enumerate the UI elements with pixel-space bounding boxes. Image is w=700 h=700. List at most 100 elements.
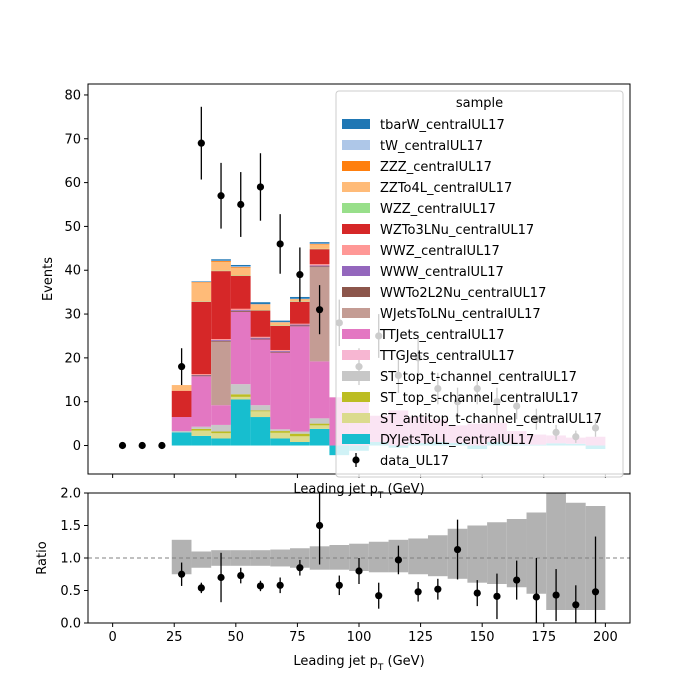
data-point <box>197 139 205 147</box>
legend-swatch <box>342 140 370 150</box>
ratio-x-tick-label: 25 <box>166 630 183 645</box>
legend-label: ZZTo4L_centralUL17 <box>380 181 512 196</box>
ratio-point <box>315 521 324 530</box>
ratio-point <box>591 588 600 596</box>
legend-swatch <box>342 182 370 192</box>
ratio-y-tick-label: 0.5 <box>60 584 81 599</box>
stack-bar-10-bin-6 <box>290 301 310 324</box>
stack-bar-3-bin-5 <box>270 429 291 432</box>
legend-swatch <box>342 413 370 423</box>
legend-data-marker <box>352 456 360 464</box>
legend-label: ST_top_t-channel_centralUL17 <box>380 370 577 385</box>
stack-bar-2-bin-4 <box>250 410 271 412</box>
legend-label: TTJets_centralUL17 <box>379 328 505 343</box>
legend-label: WWZ_centralUL17 <box>380 244 500 259</box>
y-tick-label: 0 <box>73 439 81 454</box>
stack-bar-9-bin-4 <box>250 336 271 338</box>
y-tick-label: 20 <box>64 351 81 366</box>
stack-bar-15-bin-3 <box>230 264 251 267</box>
stack-bar-13-bin-2 <box>211 261 231 262</box>
data-point <box>138 441 146 450</box>
legend-swatch <box>342 434 370 444</box>
legend-label: ST_top_s-channel_centralUL17 <box>380 391 579 406</box>
ratio-y-tick-label: 1.5 <box>60 519 81 534</box>
legend-swatch <box>342 245 370 255</box>
ratio-point <box>335 581 343 589</box>
ratio-band-bin <box>191 551 212 568</box>
stack-bar-12-bin-7 <box>309 244 330 249</box>
stack-bar-12-bin-0 <box>171 385 192 391</box>
ratio-x-axis-label: Leading jet pT (GeV) <box>293 654 424 673</box>
legend: sample tbarW_centralUL17 tW_centralUL17 ZZ… <box>335 90 624 478</box>
stack-bar-10-bin-7 <box>309 249 330 265</box>
legend-swatch <box>342 203 370 213</box>
stack-bar-2-bin-7 <box>309 423 330 426</box>
stack-bar-9-bin-6 <box>290 323 310 325</box>
stack-bar-15-bin-4 <box>250 302 271 304</box>
ratio-point <box>276 581 284 589</box>
stack-bar-1-bin-7 <box>309 425 330 429</box>
ratio-point <box>197 584 205 592</box>
stack-bar-2-bin-2 <box>211 431 231 434</box>
ratio-point <box>217 573 225 582</box>
y-tick-label: 10 <box>64 395 81 410</box>
stack-bar-7-bin-5 <box>270 351 291 353</box>
stack-bar-0-bin-3 <box>230 399 251 446</box>
stack-bar-7-bin-4 <box>250 338 271 340</box>
legend-label: WZTo3LNu_centralUL17 <box>380 223 534 238</box>
stack-bar-7-bin-1 <box>191 375 212 377</box>
stack-bar-15-bin-2 <box>211 259 231 261</box>
stack-bar-14-bin-3 <box>230 266 251 268</box>
legend-swatch <box>342 224 370 234</box>
y-tick-label: 40 <box>64 264 81 279</box>
legend-label: data_UL17 <box>380 454 449 469</box>
stack-bar-0-bin-2 <box>211 438 231 446</box>
ratio-x-ticks: 0 25 50 75 100 125 150 175 200 <box>108 623 618 645</box>
data-point <box>158 441 166 450</box>
ratio-points <box>178 493 600 623</box>
ratio-band-bin <box>506 519 527 588</box>
ratio-x-tick-label: 50 <box>228 630 245 645</box>
ratio-x-tick-label: 200 <box>593 630 618 645</box>
stack-bar-0-bin-0 <box>171 432 192 446</box>
stack-bar-3-bin-3 <box>230 384 251 395</box>
stack-bar-1-bin-5 <box>270 432 291 439</box>
ratio-band-bin <box>349 543 369 571</box>
ratio-y-axis-label: Ratio <box>35 541 50 574</box>
main-y-ticks: 0 10 20 30 40 50 60 70 80 <box>64 88 88 454</box>
stack-bar-0-bin-6 <box>290 442 310 446</box>
y-tick-label: 60 <box>64 176 81 191</box>
stack-bar-5-bin-3 <box>230 311 251 385</box>
ratio-point <box>513 576 521 584</box>
stack-bar-13-bin-3 <box>230 267 251 269</box>
ratio-point <box>296 564 304 572</box>
legend-label: tbarW_centralUL17 <box>380 118 505 133</box>
legend-swatch <box>342 329 370 339</box>
ratio-band-bin <box>565 502 586 610</box>
data-point <box>217 192 225 200</box>
legend-label: DYJetsToLL_centralUL17 <box>380 433 534 448</box>
stack-bar-1-bin-1 <box>191 430 212 436</box>
legend-swatch <box>342 308 370 318</box>
stack-bar-5-bin-0 <box>171 417 192 432</box>
legend-swatch <box>342 371 370 381</box>
stack-bar-3-bin-7 <box>309 418 330 424</box>
stack-bar-0-bin-1 <box>191 435 212 446</box>
ratio-band-bin <box>329 545 350 570</box>
ratio-band-bin <box>467 525 488 583</box>
stack-bar-5-bin-7 <box>309 361 330 419</box>
stack-bar-2-bin-1 <box>191 428 212 431</box>
data-point <box>315 306 324 314</box>
stack-bar-2-bin-5 <box>270 431 291 433</box>
ratio-point <box>572 601 580 609</box>
stack-bar-3-bin-2 <box>211 424 231 432</box>
legend-label: WJetsToLNu_centralUL17 <box>380 307 541 322</box>
data-point <box>178 363 186 371</box>
stack-bar-8-bin-4 <box>250 337 271 339</box>
stack-bar-7-bin-3 <box>230 310 251 312</box>
stack-bar-6-bin-2 <box>211 341 231 406</box>
ratio-x-tick-label: 0 <box>108 630 116 645</box>
stack-bar-1-bin-2 <box>211 433 231 439</box>
stack-bar-5-bin-4 <box>250 339 271 406</box>
ratio-point <box>394 556 403 564</box>
